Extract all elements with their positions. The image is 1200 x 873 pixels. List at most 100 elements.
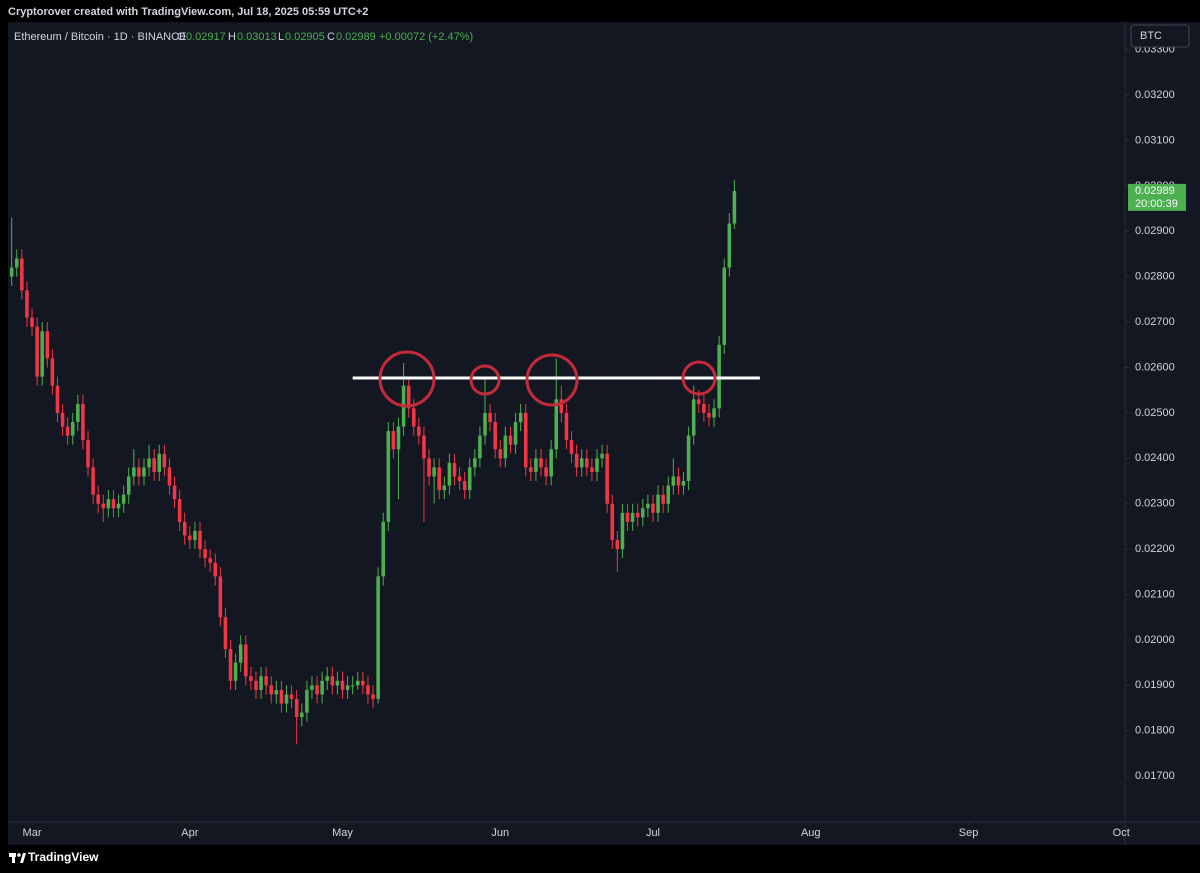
- candle-body: [254, 680, 258, 690]
- candle-body: [554, 399, 559, 450]
- candle-body: [620, 512, 625, 550]
- last-price-label: 0.02989: [1135, 185, 1175, 197]
- candle-body: [381, 521, 385, 577]
- currency-box[interactable]: [1130, 24, 1190, 48]
- candle-body: [529, 467, 533, 472]
- candle-body: [233, 662, 238, 681]
- candle-body: [228, 649, 233, 681]
- candle-body: [70, 422, 75, 436]
- last-price: 0.02989 20:00:39: [1128, 183, 1186, 211]
- candle-body: [478, 435, 482, 459]
- candle-body: [264, 676, 268, 686]
- candle-body: [473, 458, 477, 468]
- candle-body: [498, 449, 503, 459]
- candle-body: [452, 462, 457, 477]
- candle-body: [661, 494, 665, 504]
- y-tick-label: 0.03100: [1135, 134, 1175, 146]
- candle-body: [177, 499, 182, 522]
- candle-body: [218, 576, 223, 618]
- candle-body: [422, 435, 426, 459]
- y-tick-label: 0.02000: [1135, 634, 1175, 646]
- candle-body: [646, 503, 650, 509]
- candle-body: [722, 267, 727, 345]
- ohlc-value: 0.02989: [336, 31, 376, 43]
- brand: TradingView: [28, 850, 99, 864]
- candle-body: [325, 676, 330, 681]
- candle-body: [427, 458, 431, 477]
- annotations: [378, 350, 717, 408]
- candle-body: [503, 435, 508, 459]
- ohlc-value: 0.02905: [285, 31, 325, 43]
- logo-mark: [17, 853, 21, 857]
- ohlc-label: C: [327, 31, 335, 43]
- candle-body: [101, 503, 106, 509]
- candle-body: [126, 476, 131, 495]
- x-tick-label: Jun: [491, 827, 509, 839]
- candle-body: [605, 453, 609, 504]
- candle-body: [676, 476, 681, 486]
- candle-body: [610, 503, 615, 541]
- candle-body: [691, 399, 696, 436]
- candle-body: [198, 530, 202, 550]
- candle-body: [697, 399, 701, 404]
- y-tick-label: 0.02400: [1135, 452, 1175, 464]
- candle-body: [213, 562, 218, 577]
- candle-body: [656, 494, 660, 513]
- ohlc-value: 0.02917: [186, 31, 226, 43]
- candle-body: [162, 453, 167, 468]
- candle-body: [14, 258, 19, 268]
- candle-body: [55, 385, 60, 413]
- candle-body: [9, 267, 14, 277]
- candle-body: [310, 685, 314, 690]
- candle-body: [447, 462, 452, 486]
- candle-body: [305, 689, 309, 713]
- change: +0.00072 (+2.47%): [379, 31, 473, 43]
- candle-body: [406, 385, 411, 409]
- candle-body: [442, 485, 447, 491]
- candle-body: [411, 408, 416, 427]
- x-tick-label: Sep: [959, 827, 979, 839]
- y-tick-label: 0.03200: [1135, 89, 1175, 101]
- currency[interactable]: BTC: [1140, 30, 1162, 42]
- candle-body: [335, 680, 340, 686]
- candle-body: [350, 685, 355, 687]
- plot-area: [9, 180, 1122, 825]
- candle-body: [188, 535, 192, 541]
- ohlc-label: L: [278, 31, 284, 43]
- candle-body: [320, 680, 324, 695]
- ohlc-label: H: [228, 31, 236, 43]
- candle-body: [488, 412, 492, 422]
- candle-body: [106, 499, 111, 509]
- candle-body: [182, 521, 187, 536]
- candle-body: [457, 476, 462, 482]
- candle-body: [391, 431, 396, 450]
- candle-body: [585, 458, 589, 468]
- candle-body: [625, 512, 630, 522]
- candle-body: [121, 494, 126, 504]
- candle-body: [534, 458, 538, 472]
- candle-body: [284, 694, 289, 704]
- x-tick-label: Oct: [1113, 827, 1130, 839]
- candle-body: [417, 426, 421, 436]
- candle-body: [238, 644, 243, 663]
- candle-body: [157, 453, 162, 472]
- candle-body: [96, 494, 100, 504]
- candle-body: [539, 458, 543, 468]
- candle-body: [81, 403, 85, 441]
- candle-body: [259, 676, 263, 690]
- candle-body: [549, 449, 553, 477]
- candle-body: [630, 512, 635, 522]
- candle-body: [244, 644, 248, 677]
- candle-body: [686, 435, 691, 482]
- candle-body: [91, 467, 95, 495]
- candle-body: [274, 689, 279, 695]
- highlight-circle: [469, 364, 501, 396]
- logo-mark: [12, 853, 15, 863]
- highlight-circle: [378, 350, 436, 408]
- candle-body: [76, 403, 80, 422]
- candle-body: [172, 485, 177, 500]
- candle-body: [35, 326, 39, 377]
- x-tick-label: Apr: [181, 827, 198, 839]
- logo: [9, 853, 26, 863]
- candle-body: [203, 549, 207, 559]
